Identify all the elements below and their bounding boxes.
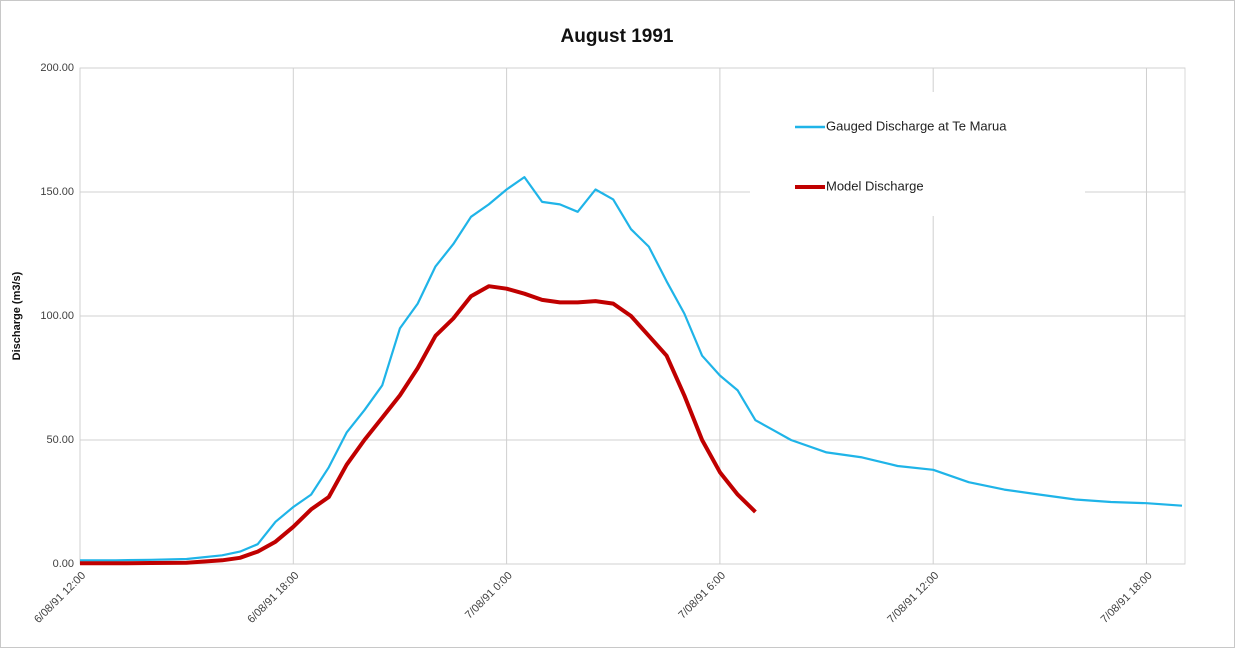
legend-label: Model Discharge bbox=[826, 178, 924, 193]
legend: Gauged Discharge at Te Marua Model Discha… bbox=[795, 118, 1007, 193]
y-axis-label: Discharge (m3/s) bbox=[11, 271, 23, 360]
chart-title: August 1991 bbox=[561, 26, 674, 47]
y-tick-label: 200.00 bbox=[40, 62, 74, 74]
plot bbox=[80, 176, 1183, 566]
series-line bbox=[80, 284, 757, 566]
legend-box bbox=[750, 92, 1085, 216]
series-line bbox=[80, 176, 1183, 562]
grid bbox=[79, 67, 1186, 565]
y-tick-label: 50.00 bbox=[46, 434, 74, 446]
legend-label: Gauged Discharge at Te Marua bbox=[826, 118, 1007, 133]
y-tick-label: 0.00 bbox=[53, 558, 74, 570]
y-tick-label: 150.00 bbox=[40, 186, 74, 198]
y-tick-label: 100.00 bbox=[40, 310, 74, 322]
